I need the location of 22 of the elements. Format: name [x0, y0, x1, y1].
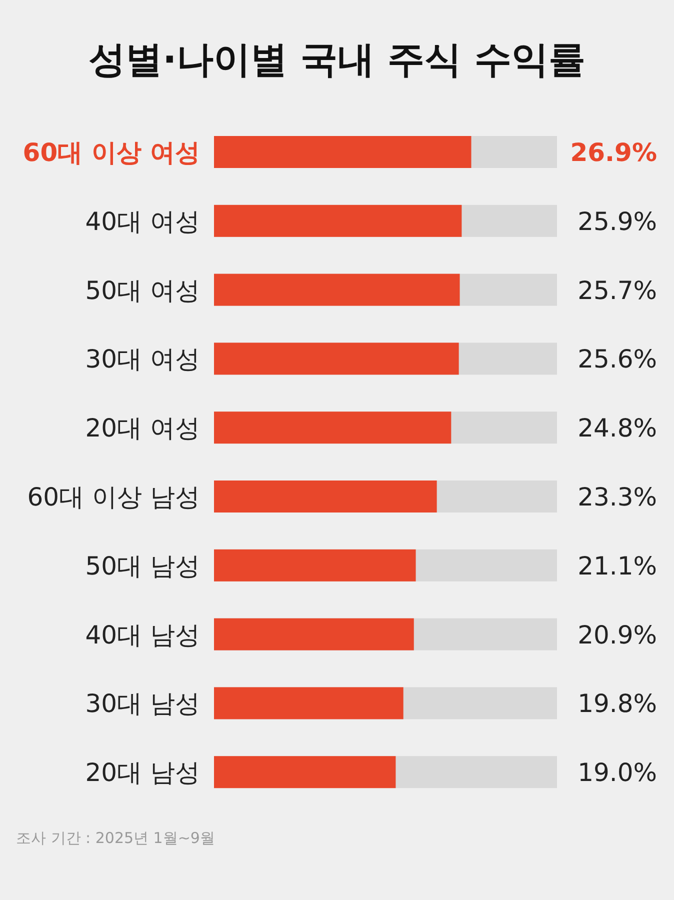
data-label: 25.7%: [578, 276, 657, 305]
y-tick-label: 30대 남성: [85, 689, 200, 718]
data-label: 20.9%: [578, 620, 657, 650]
data-label: 25.9%: [578, 206, 657, 236]
y-tick-label: 30대 여성: [85, 344, 200, 374]
data-label: 23.3%: [578, 482, 657, 512]
chart-title: 성별·나이별 국내 주식 수익률: [88, 38, 586, 81]
y-tick-label: 20대 남성: [85, 758, 200, 788]
y-tick-label: 60대 이상 남성: [27, 482, 200, 512]
y-tick-label: 40대 여성: [85, 206, 200, 236]
y-tick-label: 50대 남성: [85, 551, 200, 580]
data-label: 26.9%: [570, 138, 657, 167]
y-tick-label: 40대 남성: [85, 620, 200, 650]
data-label: 19.0%: [578, 758, 657, 788]
data-label: 21.1%: [578, 551, 657, 580]
y-tick-label: 50대 여성: [85, 276, 200, 305]
data-label: 19.8%: [578, 689, 657, 718]
y-tick-label: 60대 이상 여성: [22, 138, 200, 167]
data-label: 25.6%: [578, 344, 657, 374]
y-tick-label: 20대 여성: [85, 414, 200, 443]
text: 조사 기간 : 2025년 1월~9월: [16, 829, 215, 847]
data-label: 24.8%: [578, 414, 657, 443]
